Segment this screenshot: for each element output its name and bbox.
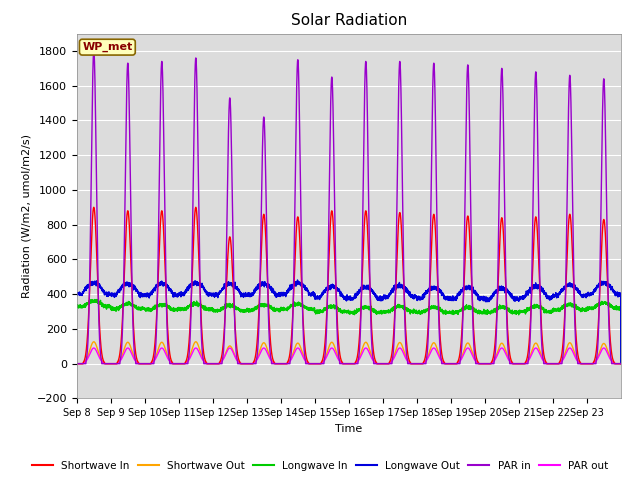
Shortwave Out: [73, 361, 81, 367]
Shortwave Out: [488, 360, 495, 366]
Line: Longwave In: Longwave In: [77, 300, 621, 364]
PAR out: [282, 361, 290, 367]
Longwave In: [73, 303, 81, 309]
PAR out: [404, 359, 412, 365]
PAR in: [404, 361, 412, 367]
Longwave Out: [617, 361, 625, 367]
Line: Shortwave Out: Shortwave Out: [77, 342, 621, 364]
Line: Shortwave In: Shortwave In: [77, 207, 621, 364]
Text: WP_met: WP_met: [82, 42, 132, 52]
Y-axis label: Radiation (W/m2, umol/m2/s): Radiation (W/m2, umol/m2/s): [21, 134, 31, 298]
Longwave In: [93, 297, 101, 302]
PAR in: [617, 361, 625, 367]
Shortwave In: [404, 356, 412, 361]
Legend: Shortwave In, Shortwave Out, Longwave In, Longwave Out, PAR in, PAR out: Shortwave In, Shortwave Out, Longwave In…: [28, 456, 612, 475]
Longwave In: [488, 310, 495, 315]
Longwave In: [329, 304, 337, 310]
Shortwave Out: [617, 361, 625, 367]
Shortwave Out: [329, 340, 337, 346]
Shortwave In: [92, 230, 100, 236]
Longwave In: [282, 307, 290, 313]
PAR in: [390, 341, 397, 347]
PAR in: [73, 361, 81, 367]
Longwave Out: [329, 285, 337, 290]
Longwave Out: [294, 277, 301, 283]
Longwave In: [617, 361, 625, 367]
Shortwave In: [488, 359, 495, 365]
PAR in: [92, 134, 100, 140]
PAR in: [90, 48, 98, 54]
PAR out: [92, 347, 100, 353]
Shortwave In: [617, 361, 625, 367]
Shortwave In: [73, 361, 81, 367]
X-axis label: Time: Time: [335, 424, 362, 433]
PAR in: [488, 361, 495, 367]
Line: PAR in: PAR in: [77, 51, 621, 364]
Longwave Out: [488, 295, 495, 300]
Longwave In: [92, 297, 100, 302]
PAR out: [329, 346, 337, 351]
Longwave In: [404, 307, 412, 312]
PAR out: [617, 361, 625, 367]
PAR out: [73, 361, 81, 367]
Longwave In: [390, 306, 397, 312]
Shortwave Out: [92, 341, 100, 347]
Shortwave Out: [90, 339, 98, 345]
Title: Solar Radiation: Solar Radiation: [291, 13, 407, 28]
Shortwave Out: [404, 359, 412, 364]
Longwave Out: [92, 279, 100, 285]
PAR in: [329, 89, 337, 95]
Line: Longwave Out: Longwave Out: [77, 280, 621, 364]
Shortwave In: [329, 213, 337, 218]
Shortwave In: [90, 204, 98, 210]
Shortwave In: [390, 328, 397, 334]
Longwave Out: [390, 286, 397, 292]
Shortwave Out: [282, 361, 290, 367]
Shortwave Out: [390, 353, 397, 359]
PAR out: [390, 355, 397, 361]
PAR out: [488, 360, 495, 366]
Shortwave In: [282, 361, 290, 367]
Line: PAR out: PAR out: [77, 348, 621, 364]
Longwave Out: [282, 292, 290, 298]
Longwave Out: [404, 289, 412, 295]
Longwave Out: [73, 292, 81, 298]
PAR in: [282, 361, 290, 367]
PAR out: [90, 345, 98, 351]
